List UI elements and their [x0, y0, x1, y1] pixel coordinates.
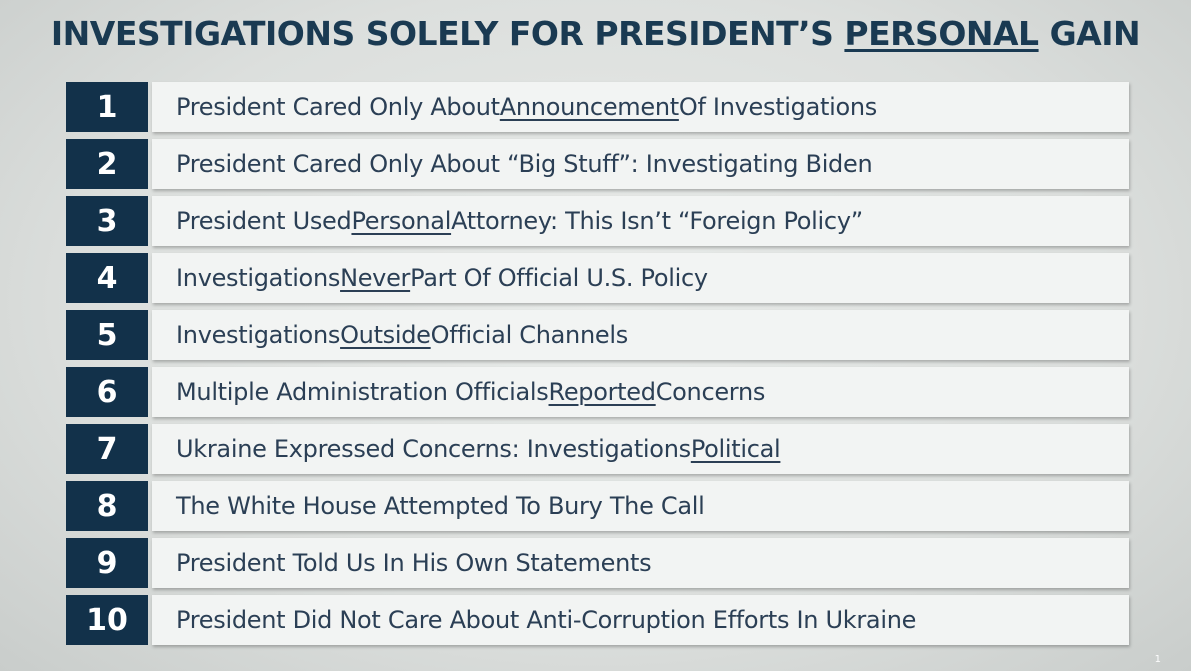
title-text-underlined: PERSONAL — [844, 14, 1039, 53]
item-number: 4 — [66, 253, 148, 303]
item-underlined-text: Reported — [548, 378, 656, 406]
item-text: President Told Us In His Own Statements — [176, 549, 652, 577]
item-text: Multiple Administration Officials — [176, 378, 549, 406]
item-label: President Cared Only About “Big Stuff”: … — [152, 139, 1129, 189]
item-number: 9 — [66, 538, 148, 588]
item-label: Ukraine Expressed Concerns: Investigatio… — [152, 424, 1129, 474]
list-item: 9 President Told Us In His Own Statement… — [66, 538, 1129, 588]
list-item: 8 The White House Attempted To Bury The … — [66, 481, 1129, 531]
list-item: 3 President Used Personal Attorney: This… — [66, 196, 1129, 246]
item-number: 1 — [66, 82, 148, 132]
item-label: President Cared Only About Announcement … — [152, 82, 1129, 132]
item-label: President Did Not Care About Anti-Corrup… — [152, 595, 1129, 645]
item-number: 3 — [66, 196, 148, 246]
item-text: Ukraine Expressed Concerns: Investigatio… — [176, 435, 691, 463]
list-item: 10 President Did Not Care About Anti-Cor… — [66, 595, 1129, 645]
item-underlined-text: Outside — [340, 321, 431, 349]
item-text: Investigations — [176, 264, 341, 292]
item-number: 8 — [66, 481, 148, 531]
item-number: 10 — [66, 595, 148, 645]
item-text: President Did Not Care About Anti-Corrup… — [176, 606, 917, 634]
item-text: President Cared Only About “Big Stuff”: … — [176, 150, 873, 178]
list-item: 1 President Cared Only About Announcemen… — [66, 82, 1129, 132]
item-text-post: Attorney: This Isn’t “Foreign Policy” — [451, 207, 863, 235]
item-text: The White House Attempted To Bury The Ca… — [176, 492, 705, 520]
list-item: 2 President Cared Only About “Big Stuff”… — [66, 139, 1129, 189]
title-text-post: GAIN — [1038, 14, 1141, 53]
item-underlined-text: Political — [690, 435, 781, 463]
item-number: 5 — [66, 310, 148, 360]
item-label: Investigations Never Part Of Official U.… — [152, 253, 1129, 303]
item-number: 6 — [66, 367, 148, 417]
list-item: 5 Investigations Outside Official Channe… — [66, 310, 1129, 360]
item-underlined-text: Announcement — [499, 93, 679, 121]
item-underlined-text: Never — [340, 264, 411, 292]
item-number: 2 — [66, 139, 148, 189]
item-label: The White House Attempted To Bury The Ca… — [152, 481, 1129, 531]
item-text-post: Part Of Official U.S. Policy — [410, 264, 708, 292]
title-text-pre: INVESTIGATIONS SOLELY FOR PRESIDENT’S — [50, 14, 845, 53]
item-number: 7 — [66, 424, 148, 474]
slide-title: INVESTIGATIONS SOLELY FOR PRESIDENT’S PE… — [0, 14, 1191, 53]
item-text-post: Of Investigations — [678, 93, 877, 121]
list-item: 7 Ukraine Expressed Concerns: Investigat… — [66, 424, 1129, 474]
list-item: 4 Investigations Never Part Of Official … — [66, 253, 1129, 303]
item-underlined-text: Personal — [351, 207, 452, 235]
item-text: President Used — [176, 207, 352, 235]
item-label: President Used Personal Attorney: This I… — [152, 196, 1129, 246]
item-text: President Cared Only About — [176, 93, 500, 121]
item-label: President Told Us In His Own Statements — [152, 538, 1129, 588]
item-text-post: Official Channels — [430, 321, 629, 349]
item-label: Multiple Administration Officials Report… — [152, 367, 1129, 417]
item-text: Investigations — [176, 321, 341, 349]
item-text-post: Concerns — [655, 378, 766, 406]
item-label: Investigations Outside Official Channels — [152, 310, 1129, 360]
page-number: 1 — [1154, 654, 1161, 665]
list-item: 6 Multiple Administration Officials Repo… — [66, 367, 1129, 417]
